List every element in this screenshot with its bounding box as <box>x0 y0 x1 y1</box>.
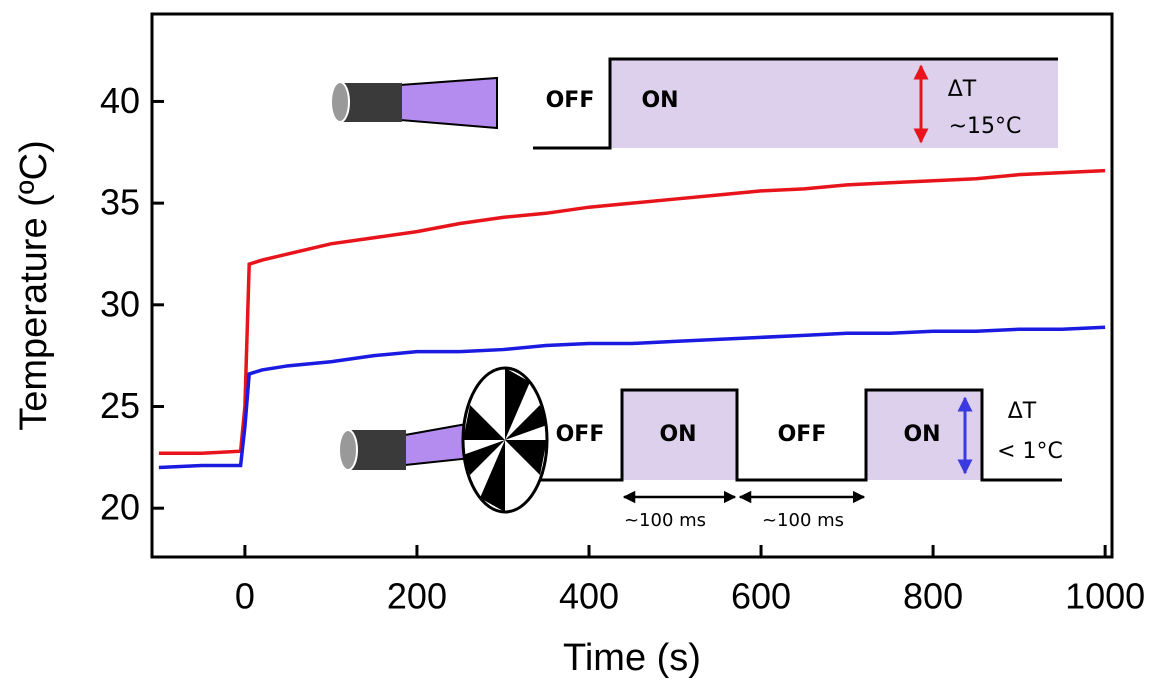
annotation: ON <box>903 422 940 447</box>
annotation: OFF <box>546 88 595 113</box>
y-axis-label: Temperature (ºC) <box>13 140 55 431</box>
line-series <box>158 168 1106 456</box>
x-tick-label: 600 <box>731 576 791 617</box>
annotation: OFF <box>778 422 827 447</box>
x-tick-label: 1000 <box>1065 576 1145 617</box>
inset-continuous <box>330 57 1058 150</box>
annotation: ~15°C <box>949 114 1022 139</box>
y-tick-label: 35 <box>100 182 140 223</box>
annotation: ΔT <box>1008 399 1037 424</box>
y-tick-label: 40 <box>100 80 140 121</box>
annotation: ON <box>641 88 678 113</box>
x-tick-label: 200 <box>387 576 447 617</box>
plot-area <box>158 168 1106 470</box>
y-tick-label: 25 <box>100 385 140 426</box>
x-axis-label: Time (s) <box>563 637 701 679</box>
inset-chopped <box>338 366 1062 514</box>
x-tick-label: 0 <box>235 576 255 617</box>
annotation: < 1°C <box>997 439 1063 464</box>
annotation: ON <box>659 422 696 447</box>
line-series <box>158 325 1106 470</box>
x-tick-label: 400 <box>559 576 619 617</box>
y-tick-label: 30 <box>100 283 140 324</box>
annotation: OFF <box>556 422 605 447</box>
plot-frame <box>150 12 1114 559</box>
y-tick-label: 20 <box>100 487 140 528</box>
annotation: ΔT <box>948 77 977 102</box>
annotation: ~100 ms <box>762 510 844 531</box>
annotation: ~100 ms <box>624 510 706 531</box>
x-tick-label: 800 <box>903 576 963 617</box>
